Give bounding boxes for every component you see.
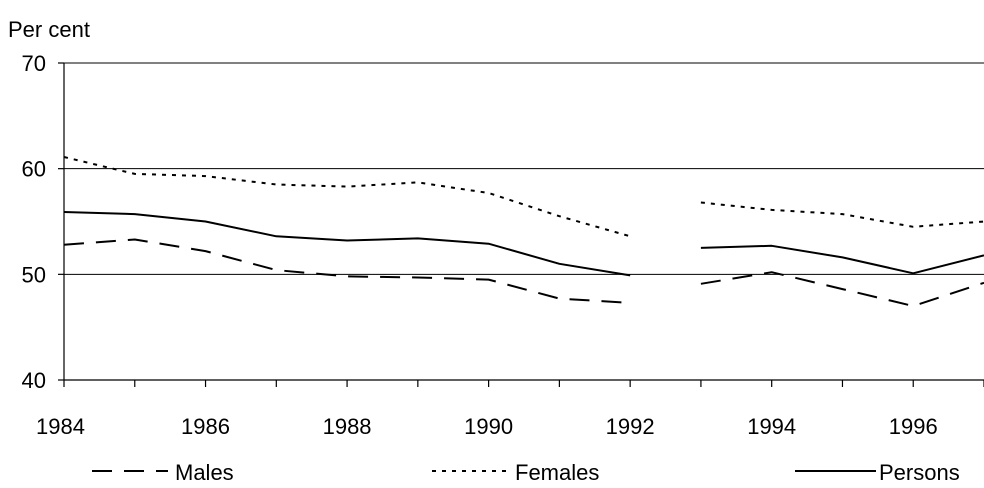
x-tick-label: 1990: [464, 414, 513, 439]
series-lines: [63, 156, 984, 307]
x-tick-label: 1994: [747, 414, 796, 439]
legend-label-males: Males: [175, 460, 234, 485]
y-axis-label: Per cent: [8, 17, 90, 42]
y-tick-labels: 40 50 60 70: [22, 51, 46, 393]
legend-item-females: Females: [432, 460, 599, 485]
y-tick-label: 60: [22, 157, 46, 182]
x-tick-label: 1996: [889, 414, 938, 439]
legend-label-persons: Persons: [879, 460, 960, 485]
y-tick-label: 70: [22, 51, 46, 76]
x-tick-labels: 1984 1986 1988 1990 1992 1994 1996: [36, 414, 938, 439]
y-tick-label: 40: [22, 368, 46, 393]
series-line-persons-1993-1997: [700, 244, 984, 275]
x-tick-label: 1992: [606, 414, 655, 439]
series-line-females-1993-1997: [700, 201, 984, 228]
gridlines: [64, 62, 984, 275]
x-tick-label: 1984: [36, 414, 85, 439]
x-tick-label: 1988: [323, 414, 372, 439]
legend: Males Females Persons: [92, 460, 960, 485]
legend-item-persons: Persons: [795, 460, 960, 485]
axes: [58, 62, 984, 387]
x-tick-label: 1986: [181, 414, 230, 439]
series-line-males-1993-1997: [700, 271, 984, 307]
series-line-persons-1984-1992: [63, 211, 631, 277]
series-line-males-1984-1992: [63, 238, 631, 304]
legend-item-males: Males: [92, 460, 234, 485]
y-tick-label: 50: [22, 262, 46, 287]
legend-label-females: Females: [515, 460, 599, 485]
